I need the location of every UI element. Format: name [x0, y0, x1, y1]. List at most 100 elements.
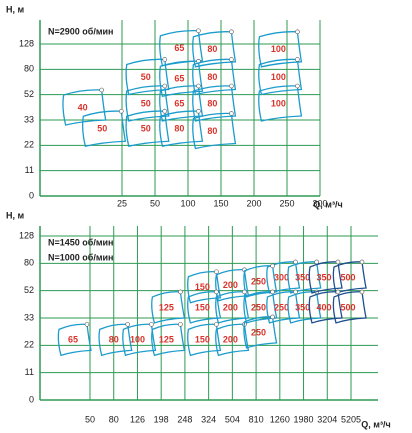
region-node [359, 259, 365, 265]
region-node [293, 259, 298, 265]
region-node [162, 83, 168, 89]
y-tick-label: 52 [24, 89, 34, 99]
pump-region [192, 58, 237, 96]
region-label: 50 [97, 124, 107, 134]
pump-region [215, 323, 250, 357]
pump-region [332, 291, 367, 324]
pump-region [308, 261, 343, 294]
pump-region [62, 89, 107, 126]
pump-region [266, 291, 301, 324]
region-node [196, 28, 201, 34]
region-node [178, 289, 183, 295]
pump-region [287, 261, 322, 294]
pump-region [243, 316, 278, 349]
region-label: 500 [341, 272, 356, 282]
region-label: 250 [251, 327, 266, 337]
region-node [335, 259, 341, 265]
region-label: 80 [207, 98, 217, 108]
region-label: 500 [341, 302, 356, 312]
x-axis-label: Q, м³/ч [313, 199, 342, 209]
region-label: 100 [271, 98, 286, 108]
region-label: 250 [251, 276, 266, 286]
region-label: 40 [78, 102, 88, 112]
pump-region [159, 29, 204, 67]
region-node [229, 111, 234, 116]
pump-region [258, 58, 303, 96]
region-node [162, 57, 168, 62]
y-axis-label: H, м [6, 210, 25, 220]
x-tick-label: 324 [201, 414, 216, 424]
region-node [270, 263, 275, 269]
pump-region [187, 291, 222, 324]
region-node [214, 269, 219, 275]
pump-region [308, 291, 343, 324]
region-label: 100 [130, 335, 145, 345]
region-node [84, 322, 90, 327]
region-label: 50 [141, 72, 151, 82]
pump-region [151, 323, 186, 357]
pump-region [258, 31, 303, 68]
region-label: 200 [223, 280, 238, 290]
region-label: 250 [251, 302, 266, 312]
pump-region [125, 58, 170, 96]
region-label: 80 [207, 126, 217, 136]
region-label: 300 [274, 272, 289, 282]
region-node [196, 83, 201, 89]
region-label: 80 [174, 124, 184, 134]
legend-entry: N=1450 об/мин [48, 237, 113, 247]
pump-region [125, 110, 170, 147]
region-label: 65 [68, 335, 78, 345]
region-label: 100 [271, 44, 286, 54]
region-label: 125 [159, 335, 174, 345]
region-label: 250 [274, 302, 289, 312]
region-label: 50 [141, 124, 151, 134]
region-label: 100 [271, 72, 286, 82]
region-node [229, 57, 234, 62]
y-tick-label: 52 [24, 285, 34, 295]
region-node [196, 108, 201, 114]
pump-region [266, 261, 301, 294]
x-tick-label: 50 [150, 198, 160, 208]
region-label: 350 [295, 272, 310, 282]
region-label: 350 [295, 302, 310, 312]
pump-region [192, 112, 237, 150]
region-node [295, 57, 300, 62]
y-tick-label: 80 [24, 64, 34, 74]
y-tick-label: 128 [19, 230, 34, 240]
x-tick-label: 250 [279, 198, 294, 208]
pump-region [98, 323, 133, 357]
region-node [359, 289, 365, 295]
pump-region [82, 110, 127, 147]
region-label: 80 [207, 44, 217, 54]
pump-region [287, 291, 322, 324]
region-label: 400 [316, 302, 331, 312]
region-label: 65 [174, 98, 184, 108]
pump-region [215, 291, 250, 324]
region-node [214, 289, 219, 295]
region-node [229, 29, 234, 35]
region-label: 125 [159, 302, 174, 312]
x-tick-label: 248 [177, 414, 192, 424]
x-tick-label: 100 [180, 198, 195, 208]
x-tick-label: 810 [249, 414, 264, 424]
x-tick-label: 200 [246, 198, 261, 208]
region-label: 200 [223, 302, 238, 312]
pump-region [122, 323, 157, 357]
region-node [314, 259, 319, 265]
region-node [242, 289, 247, 295]
region-node [178, 322, 183, 327]
pump-region [187, 323, 222, 357]
region-label: 65 [174, 74, 184, 84]
y-axis-label: H, м [6, 4, 25, 14]
legend-entry: N=2900 об/мин [48, 26, 113, 36]
y-tick-label: 22 [24, 340, 34, 350]
pump-region [243, 265, 278, 298]
region-label: 80 [109, 335, 119, 345]
y-tick-label: 33 [24, 312, 34, 322]
x-tick-label: 1980 [294, 414, 314, 424]
x-tick-label: 126 [130, 414, 145, 424]
pump-region [57, 323, 92, 357]
region-node [270, 314, 275, 320]
x-tick-label: 300 [312, 198, 327, 208]
